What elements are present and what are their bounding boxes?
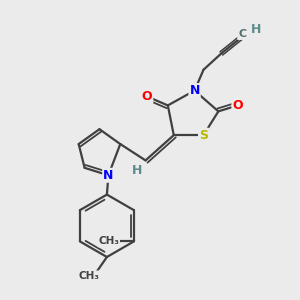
Text: N: N bbox=[103, 169, 114, 182]
Text: H: H bbox=[131, 164, 142, 177]
Text: O: O bbox=[232, 99, 243, 112]
Text: C: C bbox=[238, 29, 246, 39]
Text: CH₃: CH₃ bbox=[79, 271, 100, 281]
Text: CH₃: CH₃ bbox=[98, 236, 119, 246]
Text: S: S bbox=[199, 129, 208, 142]
Text: H: H bbox=[251, 23, 261, 36]
Text: N: N bbox=[189, 84, 200, 97]
Text: O: O bbox=[142, 90, 152, 103]
